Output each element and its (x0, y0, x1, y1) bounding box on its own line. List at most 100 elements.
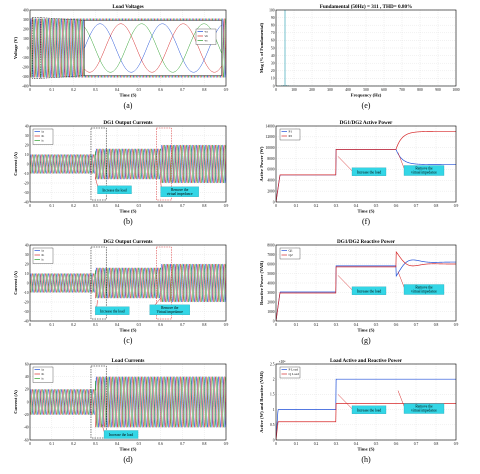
legend-entry: ic (42, 139, 45, 143)
x-axis-label: Time (S) (120, 209, 137, 214)
x-tick-label: 0.5 (374, 323, 379, 327)
annotation-arrow (337, 156, 354, 172)
x-tick-label: 0 (275, 204, 277, 208)
x-tick-label: 200 (309, 88, 315, 92)
axes-frame-b (29, 125, 227, 203)
series-line-ib (30, 263, 226, 303)
chart-title: Load Currents (112, 358, 145, 364)
annotation-arrow (397, 152, 406, 171)
data-area-g (276, 250, 456, 321)
annotation-arrow (337, 394, 354, 410)
legend-box (279, 366, 301, 379)
x-tick-label: 0.5 (137, 442, 142, 446)
y-tick-label: -30 (24, 191, 29, 195)
y-tick-label: 40 (25, 375, 29, 379)
panel-caption: (d) (123, 455, 133, 464)
annotation-f-0: Increase the load (337, 156, 387, 176)
annotation-box (403, 284, 445, 295)
panel-caption: (b) (123, 217, 133, 226)
panel-caption: (c) (124, 336, 133, 345)
legend-entry: vc (205, 39, 209, 43)
y-tick-label: 6000 (267, 262, 274, 266)
x-tick-label: 0.2 (71, 204, 76, 208)
y-tick-label: -400 (22, 84, 29, 88)
y-tick-label: -60 (24, 438, 29, 442)
chart-title: Fundamental (50Hz) = 311 , THD= 0.80% (320, 3, 413, 10)
spectrum-bar (281, 85, 282, 86)
legend-box (279, 128, 301, 141)
x-tick-label: 0.9 (454, 323, 459, 327)
y-tick-label: 20 (25, 262, 29, 266)
x-tick-label: 0.8 (202, 323, 207, 327)
legend-entry: ic (42, 377, 45, 381)
annotation-text-cont: virtual impedance (411, 290, 437, 294)
y-axis-label: Reactive Power (VAR) (259, 261, 264, 305)
annotation-text: Increase the load (102, 188, 127, 192)
legend-entry: ib (42, 253, 45, 257)
spectrum-bar (288, 85, 289, 86)
y-tick-label: -40 (24, 319, 29, 323)
x-tick-label: 0.4 (115, 323, 120, 327)
y-tick-label: 40 (271, 54, 275, 58)
y-axis-label: Mag (% of Fundamental) (259, 22, 264, 73)
y-tick-label: 0 (27, 281, 29, 285)
legend-entry: P2 (289, 134, 293, 138)
annotation-box (95, 306, 130, 315)
legend-entry: P1 (289, 130, 293, 134)
y-tick-label: 20 (25, 388, 29, 392)
zoom-connector (40, 17, 85, 21)
x-tick-label: 0.7 (414, 442, 419, 446)
y-tick-label: -20 (24, 181, 29, 185)
y-tick-label: 300 (23, 18, 29, 22)
x-tick-label: 0.9 (454, 442, 459, 446)
series-line-ic (30, 375, 226, 429)
chart-panel-a: 0 0.1 0.2 0.3 0.4 0.5 0.6 0.7 0.8 0.9 -400 -300 -200… (13, 4, 228, 110)
x-tick-label: 0.8 (434, 442, 439, 446)
series-line-ib (30, 375, 226, 429)
y-tick-label: 0 (273, 438, 275, 442)
y-tick-label: -300 (22, 75, 29, 79)
y-tick-label: 30 (25, 134, 29, 138)
y-tick-label: 50 (271, 46, 275, 50)
y-axis-label: Current (A) (13, 152, 18, 176)
x-tick-label: 0.1 (294, 204, 299, 208)
chart-title: Load Active and Reactive Power (330, 358, 403, 364)
x-tick-label: 0.4 (115, 88, 120, 92)
x-tick-label: 0.5 (137, 323, 142, 327)
x-tick-label: 0.2 (71, 323, 76, 327)
annotation-box (403, 165, 445, 176)
legend-entry: Q2 (289, 253, 293, 257)
x-tick-label: 0.9 (224, 88, 229, 92)
x-tick-label: 0.8 (202, 88, 207, 92)
y-tick-label: 10000 (266, 146, 275, 150)
chart-title: DG2 Output Currents (103, 239, 152, 245)
y-tick-label: -40 (24, 426, 29, 430)
x-tick-label: 800 (417, 88, 423, 92)
annotation-box (149, 304, 190, 316)
y-tick-label: 30 (271, 62, 275, 66)
annotation-text: Remove the (171, 188, 189, 192)
y-tick-label: 8000 (267, 157, 274, 161)
x-tick-label: 0.3 (93, 442, 98, 446)
data-area-f (276, 131, 456, 202)
y-tick-label: 0 (273, 84, 275, 88)
chart-panel-b: 0 0.1 0.2 0.3 0.4 0.5 0.6 0.7 0.8 0.9 -40 -30 -20 -10… (13, 120, 228, 226)
axes-frame-a (29, 9, 227, 87)
x-tick-label: 400 (345, 88, 351, 92)
x-tick-label: 0.1 (294, 442, 299, 446)
annotation-text: Increase the load (357, 408, 382, 412)
x-axis-label: Time (S) (358, 328, 375, 333)
y-tick-label: 2000 (267, 189, 274, 193)
legend-entry: ia (42, 130, 45, 134)
y-tick-label: 40 (25, 124, 29, 128)
inset-series (84, 23, 222, 73)
x-tick-label: 0.1 (50, 88, 55, 92)
y-tick-label: -100 (22, 56, 29, 60)
series-line-ib (30, 144, 226, 184)
annotation-text: Remove the (415, 167, 433, 171)
annotation-box (351, 286, 387, 295)
x-tick-label: 0.1 (50, 442, 55, 446)
y-tick-label: -20 (24, 300, 29, 304)
